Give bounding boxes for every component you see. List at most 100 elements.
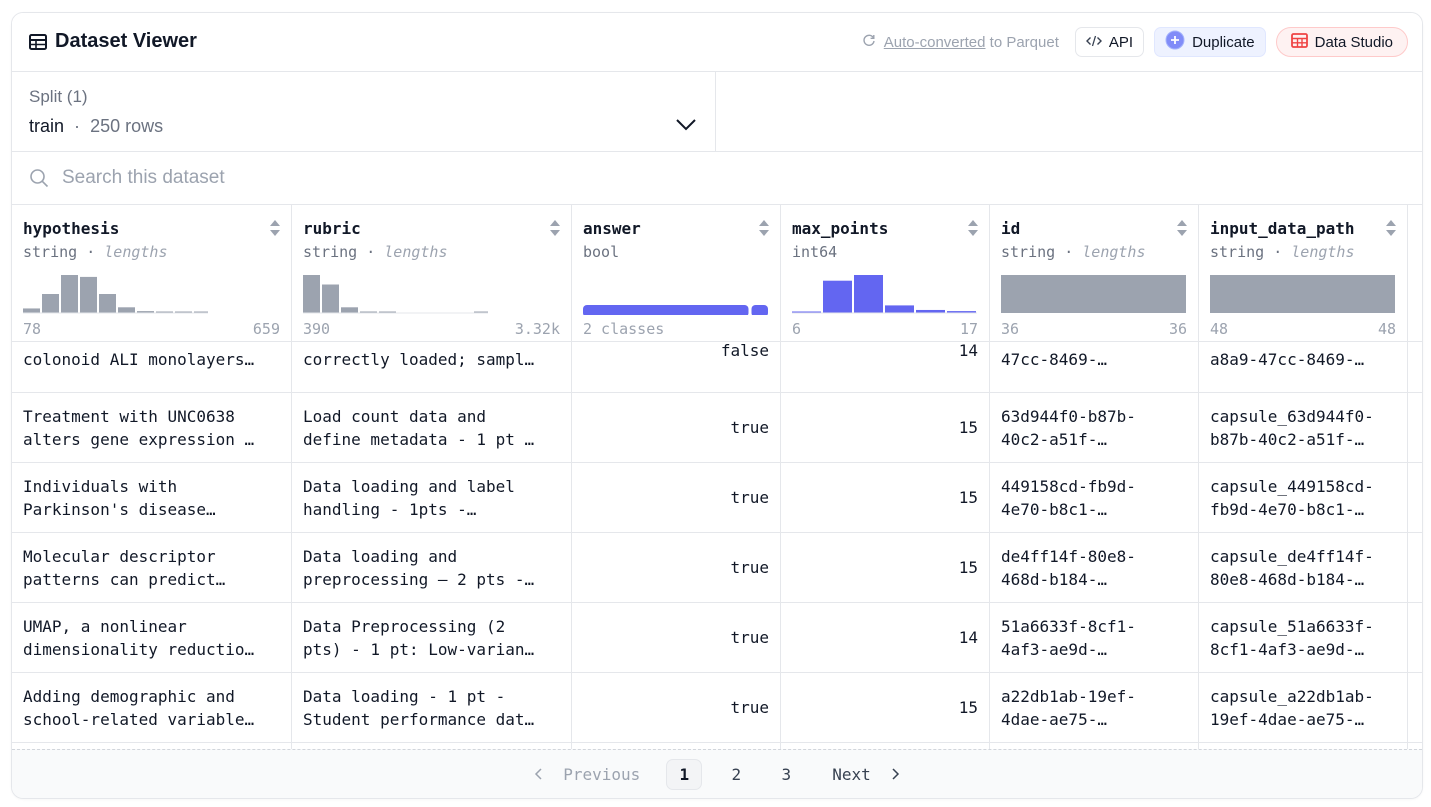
histogram-bar[interactable] bbox=[156, 311, 173, 314]
cell-line: a22db1ab-19ef- bbox=[1001, 687, 1136, 706]
column-histogram bbox=[792, 275, 977, 314]
column-histogram bbox=[1210, 275, 1395, 313]
histogram-bar[interactable] bbox=[1210, 275, 1395, 313]
table-cell: capsule_51a6633f- 8cf1-4af3-ae9d-… bbox=[1199, 603, 1408, 673]
column-header-rubric: rubric string · lengths 390 3.32k bbox=[292, 205, 572, 342]
table-cell: UMAP, a nonlinear dimensionality reductio… bbox=[12, 603, 292, 673]
column-type: int64 bbox=[792, 243, 837, 261]
cell-line: Molecular descriptor bbox=[23, 547, 216, 566]
table-cell: Data loading and label handling - 1pts -… bbox=[292, 463, 572, 533]
histogram-bar[interactable] bbox=[1001, 275, 1186, 313]
cell-line: b87b-40c2-a51f-… bbox=[1210, 430, 1365, 449]
sort-icon[interactable] bbox=[269, 219, 281, 241]
range-min: 390 bbox=[303, 320, 331, 338]
split-selector[interactable]: Split (1) train · 250 rows bbox=[12, 72, 716, 152]
histogram-bar[interactable] bbox=[99, 294, 116, 313]
page-1-button[interactable]: 1 bbox=[666, 759, 703, 790]
histogram-bar[interactable] bbox=[80, 276, 97, 313]
class-bar-false[interactable] bbox=[751, 305, 769, 315]
split-row-count: 250 rows bbox=[90, 116, 164, 136]
table-cell: Data loading - 1 pt - Student performance… bbox=[292, 673, 572, 743]
table-cell: 14 bbox=[781, 603, 990, 673]
data-studio-button[interactable]: Data Studio bbox=[1275, 27, 1408, 57]
page-3-button[interactable]: 3 bbox=[781, 765, 792, 784]
page-2-button[interactable]: 2 bbox=[731, 765, 742, 784]
auto-converted-link[interactable]: Auto-converted bbox=[883, 33, 986, 51]
next-label: Next bbox=[832, 765, 871, 784]
cell-value: true bbox=[730, 698, 769, 717]
table-cell: 449158cd-fb9d- 4e70-b8c1-… bbox=[990, 463, 1199, 533]
table-cell-partial bbox=[781, 743, 990, 749]
histogram-bar[interactable] bbox=[360, 311, 377, 313]
cell-line: capsule_63d944f0- bbox=[1210, 407, 1374, 426]
table-cell-partial bbox=[990, 743, 1199, 749]
cell-line: 51a6633f-8cf1- bbox=[1001, 617, 1136, 636]
histogram-bar[interactable] bbox=[42, 294, 59, 313]
histogram-bar[interactable] bbox=[61, 275, 78, 313]
histogram-bar[interactable] bbox=[916, 309, 945, 313]
histogram-bar[interactable] bbox=[137, 311, 154, 313]
table-cell: 63d944f0-b87b- 40c2-a51f-… bbox=[990, 393, 1199, 463]
cell-line: Student performance dat… bbox=[303, 710, 535, 729]
column-type: string · lengths bbox=[1001, 243, 1146, 261]
cell-line: handling - 1pts -… bbox=[303, 500, 477, 519]
table-cell-partial: a8a9-47cc-8469-… bbox=[1199, 332, 1408, 393]
table-cell bbox=[1408, 393, 1422, 463]
cell-line: Data loading and bbox=[303, 547, 458, 566]
chevron-down-icon[interactable] bbox=[675, 118, 697, 137]
column-header-answer: answer bool 2 classes bbox=[572, 205, 781, 342]
sort-icon[interactable] bbox=[758, 219, 770, 241]
table-cell-partial bbox=[1408, 332, 1422, 393]
cell-value: 15 bbox=[958, 698, 978, 717]
sort-icon[interactable] bbox=[967, 219, 979, 241]
table-cell: true bbox=[572, 393, 781, 463]
column-type: string · lengths bbox=[1210, 243, 1355, 261]
cell-value: a8a9-47cc-8469-… bbox=[1210, 350, 1365, 369]
column-dtype: bool bbox=[583, 243, 620, 261]
sort-icon[interactable] bbox=[549, 219, 561, 241]
sort-icon[interactable] bbox=[1385, 219, 1397, 241]
previous-page-button[interactable]: Previous bbox=[524, 759, 650, 790]
class-bar-true[interactable] bbox=[583, 305, 749, 315]
sort-icon[interactable] bbox=[1176, 219, 1188, 241]
histogram-bar[interactable] bbox=[322, 284, 339, 314]
duplicate-button-label: Duplicate bbox=[1192, 33, 1255, 51]
column-stat-label: lengths bbox=[104, 243, 168, 261]
viewer-header: Dataset Viewer Auto-converted to Parquet… bbox=[12, 13, 1422, 72]
histogram-bar[interactable] bbox=[341, 307, 358, 313]
histogram-bar[interactable] bbox=[379, 311, 396, 314]
cell-line: 80e8-468d-b184-… bbox=[1210, 570, 1365, 589]
table-cell: Molecular descriptor patterns can predict… bbox=[12, 533, 292, 603]
histogram-bar[interactable] bbox=[194, 311, 208, 314]
table-cell: true bbox=[572, 463, 781, 533]
column-name: id bbox=[1001, 219, 1021, 238]
next-page-button[interactable]: Next bbox=[822, 759, 910, 790]
histogram-bar[interactable] bbox=[175, 311, 192, 314]
table-cell: 15 bbox=[781, 463, 990, 533]
table-cell: true bbox=[572, 603, 781, 673]
cell-line: capsule_a22db1ab- bbox=[1210, 687, 1374, 706]
range-max: 48 bbox=[1377, 320, 1396, 338]
histogram-bar[interactable] bbox=[23, 308, 40, 313]
histogram-bar[interactable] bbox=[854, 275, 883, 313]
cell-line: define metadata - 1 pt … bbox=[303, 430, 535, 449]
histogram-bar[interactable] bbox=[947, 311, 976, 313]
cell-value: 14 bbox=[958, 341, 978, 360]
search-input[interactable] bbox=[62, 164, 662, 192]
duplicate-button[interactable]: Duplicate bbox=[1154, 27, 1266, 57]
histogram-bar[interactable] bbox=[885, 305, 914, 313]
histogram-bar[interactable] bbox=[823, 280, 852, 313]
cell-line: pts) - 1 pt: Low-varian… bbox=[303, 640, 535, 659]
histogram-bar[interactable] bbox=[118, 307, 135, 313]
column-name: max_points bbox=[792, 219, 889, 238]
histogram-bar[interactable] bbox=[792, 311, 821, 314]
histogram-bar[interactable] bbox=[303, 275, 320, 313]
table-cell bbox=[1408, 463, 1422, 533]
table-cell: a22db1ab-19ef- 4dae-ae75-… bbox=[990, 673, 1199, 743]
histogram-bar[interactable] bbox=[474, 311, 488, 314]
column-dtype: string bbox=[1001, 243, 1056, 261]
api-button[interactable]: API bbox=[1074, 27, 1145, 57]
cell-line: preprocessing – 2 pts -… bbox=[303, 570, 535, 589]
cell-line: 4dae-ae75-… bbox=[1001, 710, 1107, 729]
column-stat-label: lengths bbox=[1082, 243, 1146, 261]
